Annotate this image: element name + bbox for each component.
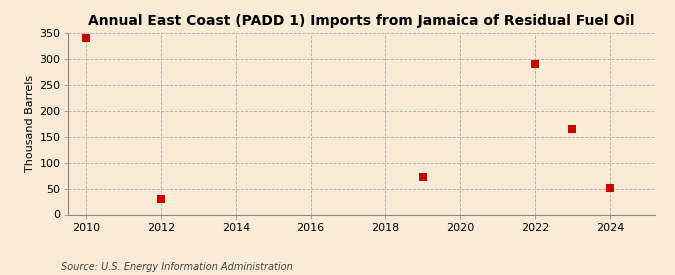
Point [81, 36, 92, 40]
Point [156, 197, 167, 201]
Point [605, 185, 616, 190]
Text: Source: U.S. Energy Information Administration: Source: U.S. Energy Information Administ… [61, 262, 292, 271]
Y-axis label: Thousand Barrels: Thousand Barrels [25, 75, 35, 172]
Point [417, 175, 428, 179]
Point [530, 62, 541, 66]
Point [567, 127, 578, 131]
Title: Annual East Coast (PADD 1) Imports from Jamaica of Residual Fuel Oil: Annual East Coast (PADD 1) Imports from … [88, 14, 634, 28]
